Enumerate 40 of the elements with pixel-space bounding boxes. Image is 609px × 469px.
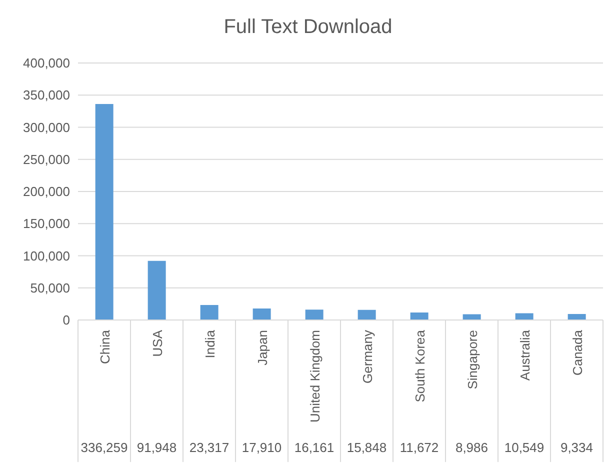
y-tick-label: 150,000 <box>23 216 70 232</box>
data-label: 23,317 <box>189 440 230 455</box>
y-tick-label: 50,000 <box>30 280 70 296</box>
x-tick-label: USA <box>150 330 165 357</box>
bar <box>95 104 114 320</box>
bar <box>515 313 534 320</box>
bar <box>410 312 428 320</box>
y-tick-label: 350,000 <box>23 88 70 103</box>
data-label: 336,259 <box>80 440 128 455</box>
chart-title: Full Text Download <box>222 16 394 39</box>
data-label: 11,672 <box>400 440 439 455</box>
x-tick-label: Japan <box>254 330 270 366</box>
x-tick-label: India <box>202 329 218 358</box>
bar <box>568 314 586 320</box>
x-tick-label: Canada <box>570 329 585 376</box>
bar <box>148 260 166 320</box>
y-tick-label: 300,000 <box>23 120 70 135</box>
x-tick-label: China <box>97 329 112 364</box>
x-tick-label: Singapore <box>464 330 480 390</box>
data-label: 17,910 <box>242 440 282 455</box>
data-label: 15,848 <box>346 440 387 455</box>
bar <box>200 305 218 320</box>
y-tick-label: 100,000 <box>23 248 70 264</box>
data-label: 9,334 <box>560 440 594 455</box>
data-label: 16,161 <box>294 440 334 455</box>
bar <box>358 310 376 320</box>
bar <box>462 314 481 320</box>
data-label: 91,948 <box>136 440 177 455</box>
x-tick-label: United Kingdom <box>307 330 322 422</box>
data-label: 10,549 <box>504 440 544 455</box>
y-tick-label: 250,000 <box>23 152 70 167</box>
bar <box>305 310 324 320</box>
data-label: 8,986 <box>455 440 488 455</box>
x-tick-label: Germany <box>360 330 375 384</box>
y-tick-label: 0 <box>62 312 70 328</box>
x-tick-label: South Korea <box>412 329 428 402</box>
x-tick-label: Australia <box>517 329 532 381</box>
y-tick-label: 200,000 <box>23 184 70 200</box>
y-tick-label: 400,000 <box>23 56 70 71</box>
bar <box>252 308 271 320</box>
